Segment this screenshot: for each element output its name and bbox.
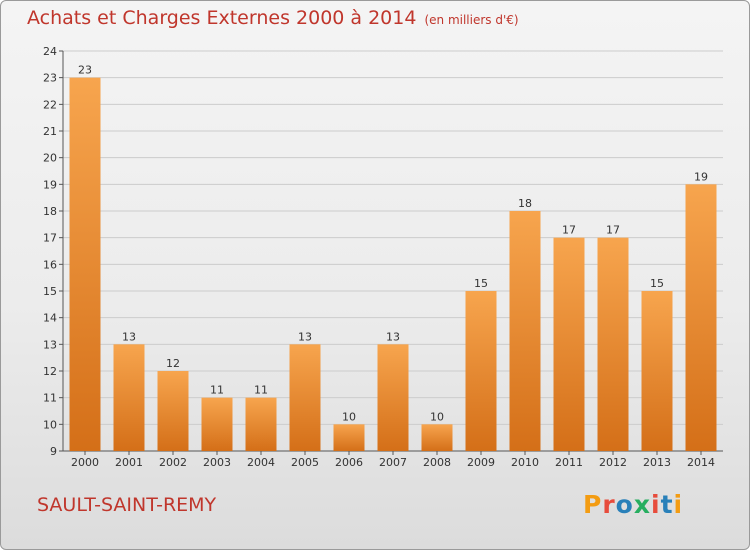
value-label: 17 [562, 224, 576, 237]
y-tick-label: 16 [43, 258, 57, 271]
x-tick-label: 2000 [71, 456, 99, 469]
chart-title: Achats et Charges Externes 2000 à 2014 (e… [27, 7, 519, 29]
chart-unit: (en milliers d'€) [424, 13, 519, 27]
value-label: 10 [430, 410, 444, 423]
y-tick-label: 24 [43, 45, 57, 58]
x-tick-label: 2014 [687, 456, 715, 469]
bar-2014 [685, 184, 717, 452]
y-tick-label: 15 [43, 285, 57, 298]
bars [69, 77, 717, 452]
y-tick-label: 19 [43, 178, 57, 191]
x-tick-label: 2006 [335, 456, 363, 469]
proxiti-logo: Proxiti [583, 490, 683, 519]
value-label: 15 [474, 277, 488, 290]
y-tick-label: 18 [43, 205, 57, 218]
value-label: 11 [254, 384, 268, 397]
value-label: 11 [210, 384, 224, 397]
x-tick-label: 2005 [291, 456, 319, 469]
x-tick-label: 2011 [555, 456, 583, 469]
y-tick-label: 21 [43, 125, 57, 138]
bar-2008 [421, 424, 453, 451]
commune-name: SAULT-SAINT-REMY [37, 494, 217, 516]
chart-title-text: Achats et Charges Externes 2000 à 2014 [27, 7, 417, 29]
value-label: 10 [342, 410, 356, 423]
x-tick-label: 2012 [599, 456, 627, 469]
y-tick-label: 17 [43, 232, 57, 245]
x-tick-label: 2007 [379, 456, 407, 469]
bar-2009 [465, 291, 497, 451]
logo-letter: i [673, 490, 684, 519]
x-tick-label: 2009 [467, 456, 495, 469]
value-label: 13 [386, 330, 400, 343]
bar-2011 [553, 237, 585, 451]
x-tick-label: 2003 [203, 456, 231, 469]
logo-letter: i [651, 490, 661, 519]
x-tick-label: 2008 [423, 456, 451, 469]
bar-2013 [641, 291, 673, 451]
y-tick-label: 12 [43, 365, 57, 378]
logo-letter: r [602, 490, 616, 519]
logo-letter: o [615, 490, 634, 519]
value-label: 12 [166, 357, 180, 370]
bar-2012 [597, 237, 629, 451]
value-label: 15 [650, 277, 664, 290]
x-tick-label: 2004 [247, 456, 275, 469]
y-tick-label: 20 [43, 152, 57, 165]
value-label: 23 [78, 64, 92, 77]
x-tick-label: 2010 [511, 456, 539, 469]
x-tick-label: 2002 [159, 456, 187, 469]
y-tick-label: 22 [43, 98, 57, 111]
bar-2005 [289, 344, 321, 451]
y-tick-label: 9 [50, 445, 57, 458]
value-label: 18 [518, 197, 532, 210]
value-label: 17 [606, 224, 620, 237]
value-label: 13 [298, 330, 312, 343]
y-tick-label: 13 [43, 338, 57, 351]
y-tick-label: 23 [43, 72, 57, 85]
bar-2003 [201, 397, 233, 451]
bar-2002 [157, 371, 189, 451]
y-tick-label: 14 [43, 312, 57, 325]
labels: 2000 23 2001 13 2002 12 2003 11 2004 11 2005 13 2006… [71, 64, 715, 469]
bar-2004 [245, 397, 277, 451]
x-tick-label: 2001 [115, 456, 143, 469]
bar-2006 [333, 424, 365, 451]
value-label: 13 [122, 330, 136, 343]
logo-letter: t [660, 490, 674, 519]
logo-letter: x [633, 490, 651, 519]
y-tick-label: 10 [43, 418, 57, 431]
x-tick-label: 2013 [643, 456, 671, 469]
y-tick-label: 11 [43, 392, 57, 405]
value-label: 19 [694, 170, 708, 183]
bar-2001 [113, 344, 145, 451]
bar-2007 [377, 344, 409, 451]
logo-letter: P [583, 490, 603, 519]
bar-2010 [509, 211, 541, 451]
bar-2000 [69, 77, 101, 452]
